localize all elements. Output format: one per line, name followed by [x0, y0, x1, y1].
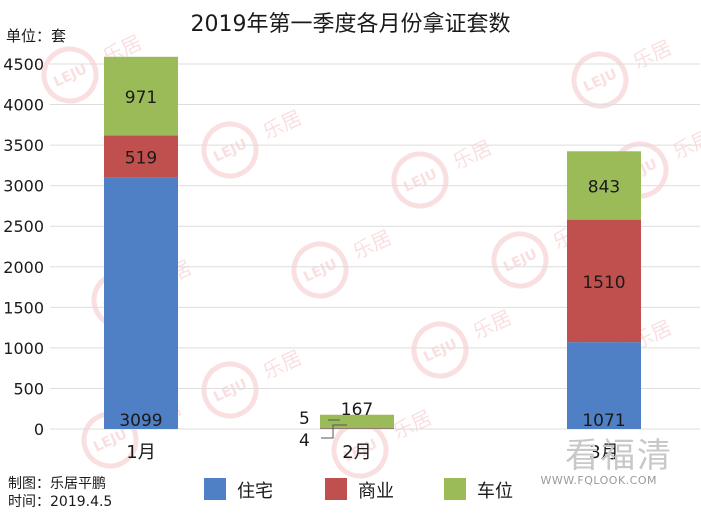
x-tick-label: 3月	[589, 442, 618, 463]
x-tick-label: 2月	[342, 442, 371, 463]
data-label: 4	[299, 431, 310, 451]
svg-text:LEJU: LEJU	[211, 136, 250, 165]
data-label: 843	[588, 177, 620, 197]
bar-segment	[104, 177, 178, 429]
bar-segment	[567, 151, 641, 220]
leader-line	[321, 424, 347, 439]
svg-text:乐居: 乐居	[669, 125, 701, 164]
data-label: 3099	[119, 411, 162, 431]
y-tick-label: 1000	[3, 339, 44, 358]
y-tick-label: 0	[34, 420, 44, 439]
svg-text:LEJU: LEJU	[51, 61, 90, 90]
svg-text:LEJU: LEJU	[211, 376, 250, 405]
svg-text:乐居: 乐居	[469, 305, 515, 344]
chart-date: 时间：2019.4.5	[8, 494, 113, 510]
legend-label: 住宅	[237, 481, 273, 502]
y-tick-label: 4500	[3, 55, 44, 74]
data-label: 1510	[582, 273, 625, 293]
chart-title: 2019年第一季度各月份拿证套数	[190, 12, 511, 37]
data-label: 1071	[582, 411, 625, 431]
svg-text:乐居: 乐居	[259, 345, 305, 384]
svg-text:乐居: 乐居	[449, 135, 495, 174]
bar-segment	[104, 135, 178, 178]
svg-text:LEJU: LEJU	[501, 246, 540, 275]
svg-text:LEJU: LEJU	[421, 336, 460, 365]
legend-swatch	[204, 478, 226, 500]
y-tick-label: 3500	[3, 136, 44, 155]
leju-logo-watermark: LEJU 乐居	[201, 345, 305, 419]
site-watermark-brand: 看福清	[565, 436, 673, 476]
legend-swatch	[444, 478, 466, 500]
svg-text:LEJU: LEJU	[401, 166, 440, 195]
y-tick-label: 500	[13, 379, 44, 398]
data-label: 971	[125, 88, 157, 108]
y-axis-unit-label: 单位：套	[6, 27, 67, 45]
bar-segment	[104, 56, 178, 136]
leju-logo-watermark: LEJU 乐居	[391, 135, 495, 209]
svg-text:LEJU: LEJU	[301, 256, 340, 285]
svg-text:LEJU: LEJU	[581, 66, 620, 95]
svg-text:乐居: 乐居	[389, 405, 435, 444]
y-tick-label: 3000	[3, 177, 44, 196]
legend-swatch	[325, 478, 347, 500]
bar-segment	[567, 219, 641, 343]
svg-text:乐居: 乐居	[349, 225, 395, 264]
legend-label: 商业	[358, 481, 394, 502]
y-tick-label: 2000	[3, 258, 44, 277]
chart-credit: 制图：乐居平鹏	[8, 476, 106, 492]
site-watermark-url: WWW.FQLOOK.COM	[540, 474, 657, 487]
x-tick-label: 1月	[126, 442, 155, 463]
svg-text:乐居: 乐居	[629, 35, 675, 74]
svg-text:乐居: 乐居	[259, 105, 305, 144]
leju-logo-watermark: LEJU 乐居	[201, 105, 305, 179]
data-label: 519	[125, 149, 157, 169]
y-tick-label: 2500	[3, 217, 44, 236]
data-label: 5	[299, 409, 310, 429]
y-tick-label: 4000	[3, 96, 44, 115]
leju-logo-watermark: LEJU 乐居	[291, 225, 395, 299]
bar-segment	[567, 342, 641, 429]
legend-label: 车位	[477, 481, 513, 502]
data-label: 167	[341, 400, 373, 420]
leju-logo-watermark: LEJU 乐居	[571, 35, 675, 109]
y-tick-label: 1500	[3, 298, 44, 317]
